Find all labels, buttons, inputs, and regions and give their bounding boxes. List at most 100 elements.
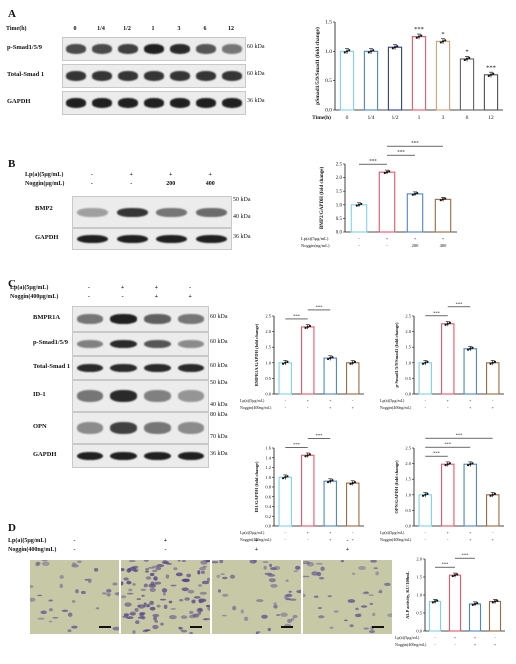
cell-stain bbox=[189, 631, 193, 634]
cell-stain bbox=[61, 609, 69, 612]
y-tick-label: 0.5 bbox=[336, 217, 343, 222]
bar bbox=[346, 482, 360, 527]
cell-stain bbox=[48, 599, 53, 602]
condition-row-value: + bbox=[307, 530, 310, 535]
cell-stain bbox=[187, 589, 195, 594]
blot-id-1-band bbox=[177, 390, 205, 402]
blot-id-1-band bbox=[110, 390, 137, 402]
cell-stain bbox=[126, 592, 134, 595]
blot-id-1-band bbox=[144, 390, 171, 402]
cell-stain bbox=[177, 560, 181, 562]
blot-total-smad-1 bbox=[72, 356, 209, 380]
blot-p-smad1-5-9-band bbox=[65, 44, 87, 54]
micrograph-cells bbox=[30, 560, 119, 633]
bar bbox=[323, 480, 337, 527]
cell-stain bbox=[289, 598, 297, 601]
cell-stain bbox=[288, 590, 292, 593]
cell-stain bbox=[126, 580, 132, 585]
cell-stain bbox=[268, 578, 276, 583]
blot-bmp2-band bbox=[156, 207, 188, 217]
y-tick-label: 1.5 bbox=[336, 190, 343, 195]
data-point bbox=[426, 492, 429, 495]
data-point bbox=[493, 492, 497, 495]
data-point bbox=[360, 202, 363, 206]
blot-bmp2-band bbox=[77, 207, 109, 217]
cell-stain bbox=[188, 614, 196, 619]
condition-value: - bbox=[130, 181, 133, 187]
y-tick-label: 0.6 bbox=[265, 494, 271, 499]
cell-stain bbox=[329, 626, 334, 629]
condition-value: + bbox=[254, 538, 259, 544]
blot-row-label: Total-Smad 1 bbox=[33, 363, 71, 370]
cell-stain bbox=[368, 594, 374, 596]
condition-label: Lp(a)(5μg/mL) bbox=[8, 538, 47, 544]
cell-stain bbox=[293, 570, 298, 573]
y-axis-label: ALP activity, KU/100mL bbox=[405, 571, 410, 619]
chart-c1: 0.0 0.5 1.0 1.5 2.0 2.5 BMPR1A/GAPDH (fold cha… bbox=[238, 296, 373, 438]
condition-label: Noggin(400ng/mL) bbox=[8, 547, 57, 553]
data-point bbox=[471, 462, 474, 465]
condition-value: - bbox=[87, 294, 90, 300]
cell-stain bbox=[198, 599, 204, 603]
cell-stain bbox=[317, 607, 322, 609]
blot-gapdh-band bbox=[177, 451, 205, 461]
condition-row-value: + bbox=[329, 530, 332, 535]
blot-gapdh-band bbox=[143, 98, 165, 108]
cell-stain bbox=[132, 630, 136, 634]
data-point bbox=[369, 50, 373, 53]
micrograph bbox=[121, 560, 210, 634]
condition-row-value: + bbox=[492, 405, 495, 410]
condition-value: - bbox=[164, 547, 167, 553]
y-tick-label: 2.0 bbox=[416, 557, 422, 562]
cell-stain bbox=[84, 578, 90, 581]
cell-stain bbox=[199, 591, 207, 595]
panel-label-a: A bbox=[8, 8, 16, 20]
y-tick-label: 1.2 bbox=[265, 465, 271, 470]
cell-stain bbox=[173, 567, 178, 571]
cell-stain bbox=[155, 566, 162, 571]
cell-stain bbox=[141, 605, 146, 607]
data-point bbox=[385, 171, 389, 174]
blot-gapdh-band bbox=[156, 234, 188, 244]
condition-value: - bbox=[90, 172, 93, 178]
data-point bbox=[420, 34, 423, 37]
cell-stain bbox=[175, 572, 183, 577]
blot-p-smad1-5-9-band bbox=[221, 44, 243, 54]
y-tick-label: 0.4 bbox=[265, 504, 271, 509]
condition-row-value: - bbox=[386, 243, 388, 248]
condition-row-value: - bbox=[492, 530, 494, 535]
cell-stain bbox=[207, 607, 210, 611]
mw-label: 36 kDa bbox=[247, 98, 265, 104]
cell-stain bbox=[189, 610, 194, 615]
condition-row-value: 200 bbox=[412, 243, 420, 248]
mw-label: 50 kDa bbox=[210, 380, 228, 386]
data-point bbox=[383, 171, 386, 175]
condition-row-label: Lp(a)(5μg/mL) bbox=[301, 236, 329, 241]
time-point-label: 3 bbox=[177, 26, 181, 32]
cell-stain bbox=[340, 560, 344, 563]
cell-stain bbox=[222, 576, 228, 580]
data-point bbox=[308, 324, 312, 328]
cell-stain bbox=[196, 608, 203, 613]
data-point bbox=[417, 35, 421, 38]
y-tick-label: 2.0 bbox=[405, 461, 411, 466]
cell-stain bbox=[387, 613, 392, 617]
condition-value: + bbox=[154, 285, 159, 291]
mw-label: 80 kDa bbox=[210, 412, 228, 418]
cell-stain bbox=[141, 594, 145, 597]
cell-stain bbox=[354, 613, 361, 618]
cell-stain bbox=[71, 564, 79, 568]
data-point bbox=[306, 454, 309, 457]
blot-row-label: Total-Smad 1 bbox=[7, 71, 45, 78]
cell-stain bbox=[295, 565, 301, 570]
cell-stain bbox=[364, 591, 369, 594]
cell-stain bbox=[106, 588, 112, 593]
y-tick-label: 1.0 bbox=[405, 360, 411, 365]
data-point bbox=[286, 360, 289, 363]
mw-label: 50 kDa bbox=[233, 197, 251, 203]
data-point bbox=[489, 362, 492, 365]
condition-value: - bbox=[121, 294, 124, 300]
significance-label: *** bbox=[456, 301, 464, 306]
blot-p-smad1-5-9-band bbox=[91, 44, 113, 54]
